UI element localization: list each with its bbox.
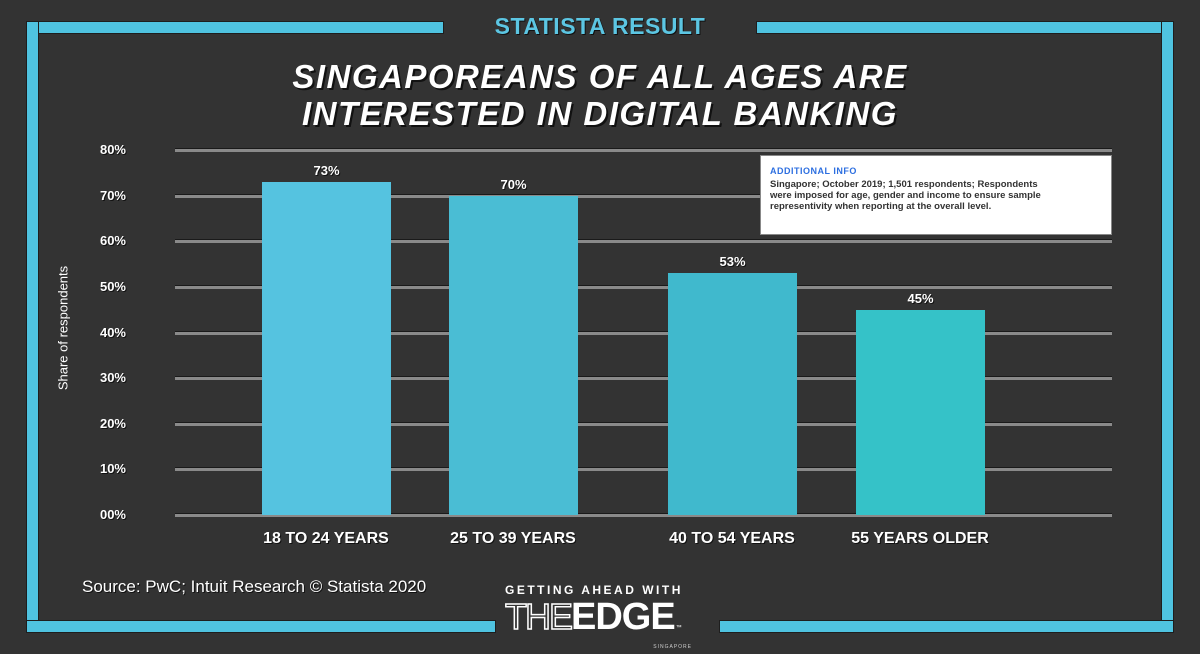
y-tick-label: 50%	[99, 278, 126, 294]
gridline	[175, 148, 1112, 152]
frame-bottom-right	[720, 621, 1173, 632]
frame-right	[1162, 22, 1173, 632]
chart-title-line-1: SINGAPOREANS OF ALL AGES ARE	[292, 58, 908, 95]
gridline	[175, 513, 1112, 517]
gridline	[175, 284, 1112, 289]
y-tick-label: 20%	[99, 415, 126, 431]
logo-wordmark: THE EDGE ™	[504, 596, 720, 638]
logo-subtitle: SINGAPORE	[653, 644, 692, 650]
logo-trademark: ™	[675, 625, 682, 631]
bar	[668, 273, 797, 515]
x-tick-label: 55 YEARS OLDER	[851, 530, 989, 547]
y-axis-label: Share of respondents	[55, 265, 71, 391]
logo-edge: EDGE	[571, 596, 676, 638]
gridline	[175, 193, 1112, 198]
logo-tagline: GETTING AHEAD WITH	[505, 583, 683, 597]
gridline	[175, 467, 1112, 472]
info-box-line-3: representivity when reporting at the ove…	[770, 201, 992, 212]
logo-the: THE	[504, 596, 574, 637]
bar-value-label: 53%	[719, 254, 746, 270]
chart-title-line-2: INTERESTED IN DIGITAL BANKING	[302, 95, 898, 132]
y-tick-label: 40%	[99, 324, 126, 340]
source-note: Source: PwC; Intuit Research © Statista …	[82, 577, 427, 596]
y-tick-label: 80%	[99, 142, 126, 157]
frame-left	[27, 22, 38, 632]
additional-info-box: ADDITIONAL INFO Singapore; October 2019;…	[760, 155, 1112, 235]
x-tick-label: 18 TO 24 YEARS	[263, 530, 389, 547]
x-tick-label: 25 TO 39 YEARS	[450, 530, 576, 547]
y-tick-label: 10%	[99, 461, 126, 477]
gridline	[175, 239, 1112, 244]
info-box-title: ADDITIONAL INFO	[770, 166, 857, 176]
bar	[856, 309, 985, 515]
x-tick-label: 40 TO 54 YEARS	[669, 530, 795, 547]
info-box-line-2: were imposed for age, gender and income …	[770, 190, 1041, 201]
gridline	[175, 376, 1112, 381]
banner-title: STATISTA RESULT	[494, 12, 706, 39]
frame-top-left	[27, 22, 443, 33]
gridline	[175, 421, 1112, 426]
bar-value-label: 73%	[313, 162, 340, 178]
the-edge-logo: GETTING AHEAD WITH THE EDGE ™ SINGAPORE	[504, 583, 720, 653]
y-tick-label: 30%	[99, 370, 126, 386]
gridline	[175, 330, 1112, 335]
frame-top-right	[757, 22, 1173, 33]
y-tick-label: 60%	[99, 233, 126, 249]
bar-value-label: 45%	[907, 290, 934, 306]
y-tick-label: 00%	[99, 507, 126, 522]
y-tick-label: 70%	[99, 187, 126, 203]
chart-title: SINGAPOREANS OF ALL AGES ARE INTERESTED …	[150, 58, 1050, 132]
frame-bottom-left	[27, 621, 495, 632]
info-box-line-1: Singapore; October 2019; 1,501 responden…	[770, 179, 1038, 190]
bar	[449, 195, 578, 515]
bar-value-label: 70%	[500, 176, 527, 192]
bar	[262, 181, 391, 515]
